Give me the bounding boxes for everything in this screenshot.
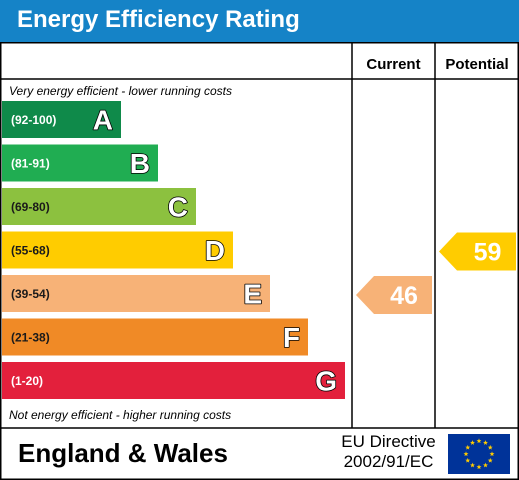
rating-value-potential: 59 xyxy=(474,239,502,267)
eu-star-icon xyxy=(465,457,471,463)
band-bar-c xyxy=(2,188,196,225)
column-header-potential: Potential xyxy=(445,56,508,73)
band-bar-g xyxy=(2,362,345,399)
header-bar: Energy Efficiency Rating xyxy=(0,0,519,42)
rating-value-current: 46 xyxy=(390,282,418,310)
rating-frame: Current Potential Very energy efficient - … xyxy=(0,42,519,480)
top-caption: Very energy efficient - lower running co… xyxy=(9,84,232,98)
band-range-g: (1-20) xyxy=(11,374,43,388)
eu-star-icon xyxy=(483,462,488,468)
band-letter-e: E xyxy=(243,279,262,310)
chart-border xyxy=(0,42,519,480)
eu-star-icon xyxy=(487,457,493,463)
eu-star-icon xyxy=(470,440,475,445)
band-range-a: (92-100) xyxy=(11,113,56,127)
band-bar-a xyxy=(2,101,121,138)
eu-star-icon xyxy=(489,451,495,457)
band-range-b: (81-91) xyxy=(11,157,50,171)
eu-star-icon xyxy=(463,451,469,457)
band-bar-e xyxy=(2,275,270,312)
page-title: Energy Efficiency Rating xyxy=(17,6,300,33)
column-header-current: Current xyxy=(366,56,420,73)
rating-arrow-current xyxy=(356,276,432,314)
band-range-d: (55-68) xyxy=(11,244,50,258)
band-letter-c: C xyxy=(168,192,188,223)
band-letter-f: F xyxy=(283,322,300,353)
band-range-f: (21-38) xyxy=(11,331,50,345)
band-range-e: (39-54) xyxy=(11,287,50,301)
eu-flag-icon xyxy=(448,434,510,474)
band-letter-a: A xyxy=(93,105,113,136)
band-letter-g: G xyxy=(315,366,337,397)
directive-line-1: EU Directive xyxy=(341,432,436,451)
directive-line-2: 2002/91/EC xyxy=(343,452,434,471)
eu-star-icon xyxy=(476,438,482,444)
eu-star-icon xyxy=(476,464,482,470)
eu-star-icon xyxy=(465,444,471,450)
band-bar-f xyxy=(2,318,308,356)
band-bar-b xyxy=(2,144,158,182)
eu-star-icon xyxy=(470,462,475,468)
bottom-caption: Not energy efficient - higher running co… xyxy=(9,408,231,422)
band-range-c: (69-80) xyxy=(11,200,50,214)
eu-star-icon xyxy=(487,444,493,450)
region-label: England & Wales xyxy=(18,438,228,468)
energy-rating-chart: Current Potential Very energy efficient - … xyxy=(0,42,519,480)
eu-directive-label: EU Directive 2002/91/EC xyxy=(336,432,441,472)
band-letter-b: B xyxy=(130,148,150,179)
band-bar-d xyxy=(2,231,233,269)
rating-arrow-potential xyxy=(439,232,516,271)
eu-star-icon xyxy=(483,440,488,445)
band-letter-d: D xyxy=(205,235,225,266)
